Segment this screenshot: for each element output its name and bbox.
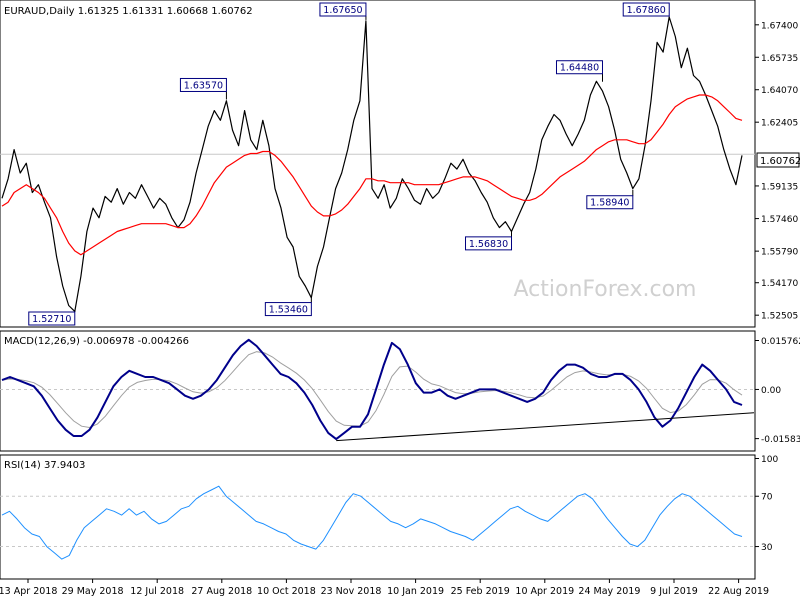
price-annotation: 1.52710 — [28, 311, 76, 326]
price-annotations: 1.52710 1.63570 1.53460 1.67650 1.56830 1.644… — [28, 2, 670, 326]
price-annotation: 1.63570 — [179, 77, 227, 100]
price-panel: ActionForex.com EURAUD,Daily 1.61325 1.6… — [0, 0, 800, 328]
annotation-label: 1.58940 — [590, 198, 629, 209]
rsi-axis-ticks: 100 70 30 — [0, 455, 778, 553]
price-annotation: 1.56830 — [465, 230, 513, 251]
annotation-label: 1.56830 — [469, 239, 508, 250]
price-annotation: 1.67650 — [319, 2, 367, 20]
macd-tick-label: 0.015762 — [761, 337, 800, 347]
rsi-panel-frame — [0, 454, 756, 580]
price-annotation: 1.53460 — [264, 296, 312, 317]
rsi-tick-label: 100 — [761, 455, 778, 465]
price-tick-label: 1.55790 — [761, 248, 798, 258]
rsi-series — [1, 485, 743, 560]
x-tick-label: 25 Feb 2019 — [451, 586, 510, 597]
annotation-label: 1.53460 — [269, 305, 308, 316]
macd-panel: MACD(12,26,9) -0.006978 -0.004266 0.0157… — [0, 330, 800, 452]
price-tick-label: 1.64070 — [761, 86, 798, 96]
moving-average-line — [1, 94, 743, 256]
rsi-title: RSI(14) 37.9403 — [4, 460, 85, 471]
macd-series — [1, 338, 755, 442]
current-price-label: 1.60762 — [760, 156, 800, 167]
price-tick-label: 1.65735 — [761, 54, 798, 64]
macd-tick-label: -0.015834 — [761, 435, 800, 445]
macd-tick-label: 0.00 — [761, 386, 781, 396]
macd-title: MACD(12,26,9) -0.006978 -0.004266 — [4, 336, 189, 347]
price-tick-label: 1.59135 — [761, 182, 798, 192]
price-tick-label: 1.62405 — [761, 119, 798, 129]
price-tick-label: 1.52505 — [761, 312, 798, 322]
price-panel-frame — [0, 0, 756, 328]
rsi-line — [1, 485, 743, 560]
x-tick-label: 23 Nov 2018 — [321, 586, 382, 597]
price-annotation: 1.67860 — [622, 2, 670, 17]
x-tick-label: 13 Apr 2018 — [0, 586, 57, 597]
macd-trendline — [336, 412, 755, 442]
macd-panel-frame — [0, 330, 756, 452]
price-watermark: ActionForex.com — [514, 277, 697, 302]
price-series — [1, 16, 743, 312]
price-tick-label: 1.54170 — [761, 279, 798, 289]
annotation-label: 1.52710 — [32, 314, 71, 325]
price-axis-ticks: 1.67400 1.65735 1.64070 1.62405 1.59135 1.574… — [0, 21, 798, 322]
x-tick-label: 29 May 2018 — [62, 586, 124, 597]
price-annotation: 1.58940 — [586, 189, 634, 210]
x-tick-label: 10 Jan 2019 — [387, 586, 444, 597]
rsi-tick-label: 70 — [761, 493, 773, 503]
price-line — [1, 16, 743, 312]
annotation-label: 1.67860 — [627, 5, 666, 16]
x-axis-ticks: 13 Apr 2018 29 May 2018 12 Jul 2018 27 Aug … — [0, 579, 769, 597]
current-price-marker: 1.60762 — [756, 152, 800, 168]
price-tick-label: 1.57460 — [761, 215, 798, 225]
x-tick-label: 10 Apr 2019 — [515, 586, 574, 597]
price-header: EURAUD,Daily 1.61325 1.61331 1.60668 1.6… — [4, 6, 253, 17]
macd-line — [1, 338, 743, 441]
x-tick-label: 10 Oct 2018 — [257, 586, 316, 597]
x-tick-label: 12 Jul 2018 — [130, 586, 184, 597]
rsi-tick-label: 30 — [761, 543, 773, 553]
x-tick-label: 27 Aug 2018 — [191, 586, 252, 597]
annotation-label: 1.67650 — [323, 5, 362, 16]
macd-axis-ticks: 0.015762 0.00 -0.015834 — [0, 337, 800, 445]
annotation-label: 1.64480 — [560, 63, 599, 74]
annotation-label: 1.63570 — [184, 80, 223, 91]
rsi-panel: RSI(14) 37.9403 100 70 30 — [0, 454, 778, 580]
price-tick-label: 1.67400 — [761, 21, 798, 31]
x-tick-label: 22 Aug 2019 — [708, 586, 769, 597]
x-tick-label: 9 Jul 2019 — [650, 586, 698, 597]
price-annotation: 1.64480 — [555, 60, 603, 82]
x-tick-label: 24 May 2019 — [578, 586, 640, 597]
